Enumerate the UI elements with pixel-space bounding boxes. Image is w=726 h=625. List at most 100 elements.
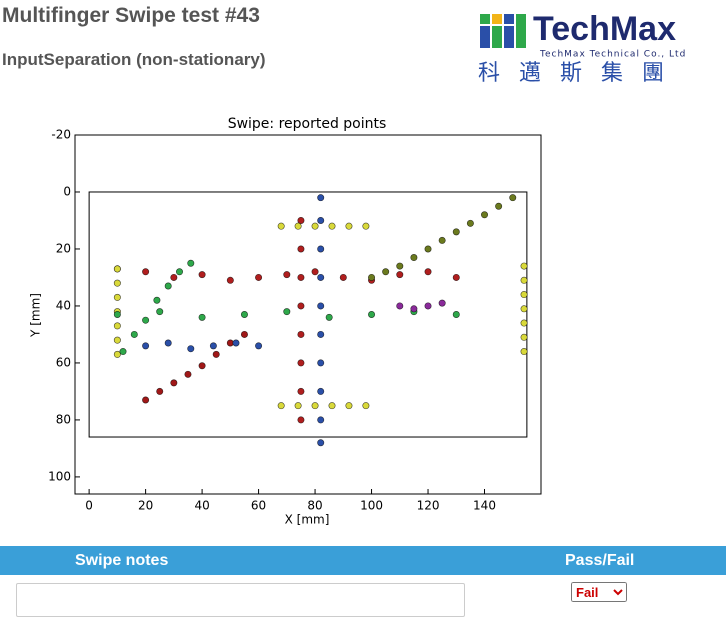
point	[277, 402, 285, 410]
point	[187, 259, 195, 267]
point	[142, 268, 150, 276]
point	[311, 222, 319, 230]
point	[410, 254, 418, 262]
point	[119, 348, 127, 356]
point	[317, 273, 325, 281]
y-tick-label: 80	[56, 412, 71, 426]
point	[277, 222, 285, 230]
point	[156, 387, 164, 395]
y-tick-label: 60	[56, 355, 71, 369]
point	[325, 313, 333, 321]
point	[520, 291, 528, 299]
point	[424, 245, 432, 253]
y-tick-label: 20	[56, 241, 71, 255]
point	[362, 222, 370, 230]
x-tick-label: 0	[85, 499, 93, 513]
point	[170, 273, 178, 281]
point	[297, 245, 305, 253]
point	[317, 302, 325, 310]
point	[452, 228, 460, 236]
point	[424, 302, 432, 310]
plot-frame	[74, 134, 542, 495]
point	[317, 439, 325, 447]
point	[345, 222, 353, 230]
point	[255, 342, 263, 350]
point	[382, 268, 390, 276]
point	[240, 330, 248, 338]
point	[466, 219, 474, 227]
point	[362, 402, 370, 410]
point	[156, 308, 164, 316]
point	[226, 276, 234, 284]
point	[410, 305, 418, 313]
point	[396, 271, 404, 279]
point	[187, 345, 195, 353]
logo-chinese: 科 邁 斯 集 團	[478, 61, 670, 86]
point	[283, 271, 291, 279]
boundary	[88, 191, 528, 438]
point	[198, 271, 206, 279]
point	[396, 262, 404, 270]
point	[317, 416, 325, 424]
notes-header-bar: Swipe notes Pass/Fail	[0, 546, 726, 575]
point	[317, 216, 325, 224]
point	[209, 342, 217, 350]
page-title: Multifinger Swipe test #43	[2, 4, 260, 27]
point	[520, 276, 528, 284]
point	[198, 313, 206, 321]
point	[396, 302, 404, 310]
point	[297, 273, 305, 281]
chart-title: Swipe: reported points	[228, 116, 387, 132]
point	[142, 316, 150, 324]
point	[438, 299, 446, 307]
x-tick-label: 60	[251, 499, 266, 513]
point	[509, 194, 517, 202]
x-tick-label: 40	[194, 499, 209, 513]
point	[232, 339, 240, 347]
point	[368, 310, 376, 318]
x-tick-label: 100	[360, 499, 383, 513]
point	[452, 310, 460, 318]
point	[283, 308, 291, 316]
point	[240, 310, 248, 318]
point	[520, 305, 528, 313]
point	[328, 402, 336, 410]
point	[294, 222, 302, 230]
point	[317, 387, 325, 395]
point	[438, 236, 446, 244]
point	[212, 350, 220, 358]
point	[495, 202, 503, 210]
point	[113, 265, 121, 273]
x-tick-label: 120	[417, 499, 440, 513]
y-tick-label: 100	[48, 469, 71, 483]
point	[113, 293, 121, 301]
point	[297, 359, 305, 367]
point	[153, 296, 161, 304]
point	[520, 262, 528, 270]
pass-fail-select[interactable]: Fail Pass	[571, 582, 627, 602]
point	[164, 339, 172, 347]
notes-input[interactable]	[16, 583, 465, 617]
chart: TechMax TechMax Technical Co., Ltd 科 邁 斯…	[29, 10, 686, 527]
point	[345, 402, 353, 410]
point	[142, 396, 150, 404]
y-axis-label: Y [mm]	[29, 293, 43, 338]
point	[317, 359, 325, 367]
point	[481, 211, 489, 219]
point	[317, 194, 325, 202]
logo-icon	[480, 14, 526, 48]
point	[170, 379, 178, 387]
point	[113, 350, 121, 358]
point	[520, 333, 528, 341]
point	[317, 330, 325, 338]
x-tick-label: 20	[138, 499, 153, 513]
point	[520, 319, 528, 327]
point	[294, 402, 302, 410]
point	[311, 402, 319, 410]
point	[328, 222, 336, 230]
x-tick-label: 140	[473, 499, 496, 513]
logo-company: TechMax Technical Co., Ltd	[539, 50, 686, 60]
notes-header: Swipe notes	[75, 552, 169, 569]
point	[113, 310, 121, 318]
